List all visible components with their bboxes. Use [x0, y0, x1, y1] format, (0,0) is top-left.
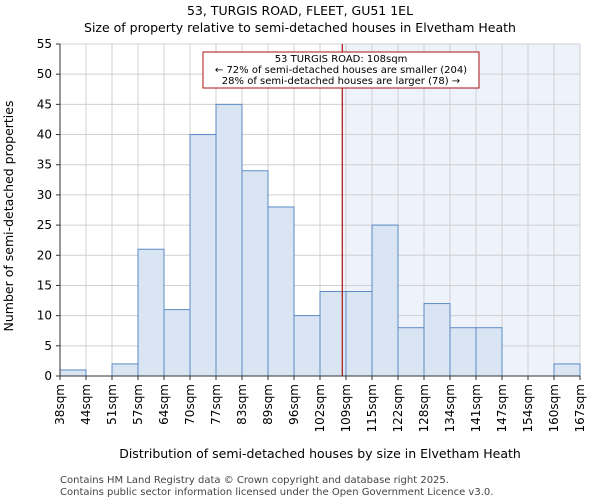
- x-tick-label: 89sqm: [261, 384, 275, 425]
- x-tick-label: 141sqm: [469, 384, 483, 432]
- axes: [56, 43, 581, 380]
- bar: [553, 363, 581, 377]
- bar: [345, 290, 373, 377]
- bar: [371, 224, 399, 377]
- bar: [449, 327, 477, 377]
- x-tick-label: 38sqm: [53, 384, 67, 425]
- bar: [189, 134, 217, 377]
- y-tick-label: 50: [37, 67, 52, 81]
- bar: [293, 315, 321, 377]
- x-tick-label: 51sqm: [105, 384, 119, 425]
- y-tick-label: 45: [37, 97, 52, 111]
- annotation-line-3: 28% of semi-detached houses are larger (…: [222, 76, 460, 87]
- x-tick-label: 160sqm: [547, 384, 561, 432]
- x-tick-label: 64sqm: [157, 384, 171, 425]
- x-tick-label: 154sqm: [521, 384, 535, 432]
- y-tick-label: 35: [37, 158, 52, 172]
- x-tick-label: 57sqm: [131, 384, 145, 425]
- x-tick-label: 109sqm: [339, 384, 353, 432]
- x-tick-label: 134sqm: [443, 384, 457, 432]
- bar: [111, 363, 139, 377]
- annotation-line-2: ← 72% of semi-detached houses are smalle…: [215, 65, 467, 76]
- x-tick-label: 128sqm: [417, 384, 431, 432]
- x-tick-label: 115sqm: [365, 384, 379, 432]
- y-tick-label: 30: [37, 188, 52, 202]
- bar: [397, 327, 425, 377]
- x-tick-label: 102sqm: [313, 384, 327, 432]
- y-tick-label: 25: [37, 218, 52, 232]
- annotation-box: [202, 51, 480, 89]
- bar: [423, 303, 451, 377]
- chart-subtitle: Size of property relative to semi-detach…: [84, 20, 516, 35]
- x-tick-label: 44sqm: [79, 384, 93, 425]
- bar: [215, 103, 243, 377]
- x-tick-labels: 38sqm 44sqm 51sqm 57sqm 64sqm 70sqm 77sqm 83sqm…: [53, 384, 587, 432]
- footer-line-2: Contains public sector information licen…: [60, 487, 493, 498]
- bar: [59, 369, 87, 377]
- y-tick-label: 15: [37, 278, 52, 292]
- x-tick-label: 96sqm: [287, 384, 301, 425]
- y-tick-labels: 0 5 10 15 20 25 30 35 40 45 50 55: [37, 37, 52, 383]
- footer-line-1: Contains HM Land Registry data © Crown c…: [60, 475, 449, 486]
- y-tick-label: 55: [37, 37, 52, 51]
- bar: [163, 309, 191, 377]
- x-tick-label: 122sqm: [391, 384, 405, 432]
- bar: [475, 327, 503, 377]
- bar: [137, 248, 165, 377]
- y-tick-label: 40: [37, 128, 52, 142]
- y-tick-label: 10: [37, 309, 52, 323]
- y-tick-label: 5: [44, 339, 52, 353]
- x-axis-label: Distribution of semi-detached houses by …: [119, 446, 521, 461]
- bar: [241, 170, 269, 377]
- x-tick-label: 70sqm: [183, 384, 197, 425]
- y-tick-label: 20: [37, 248, 52, 262]
- x-tick-label: 77sqm: [209, 384, 223, 425]
- y-axis-label: Number of semi-detached properties: [1, 101, 16, 332]
- annotation-line-1: 53 TURGIS ROAD: 108sqm: [275, 54, 408, 65]
- y-tick-label: 0: [44, 369, 52, 383]
- x-tick-label: 147sqm: [495, 384, 509, 432]
- bar: [267, 206, 295, 377]
- bars: [59, 103, 581, 377]
- x-tick-label: 83sqm: [235, 384, 249, 425]
- chart-title: 53, TURGIS ROAD, FLEET, GU51 1EL: [187, 3, 413, 18]
- x-tick-label: 167sqm: [573, 384, 587, 432]
